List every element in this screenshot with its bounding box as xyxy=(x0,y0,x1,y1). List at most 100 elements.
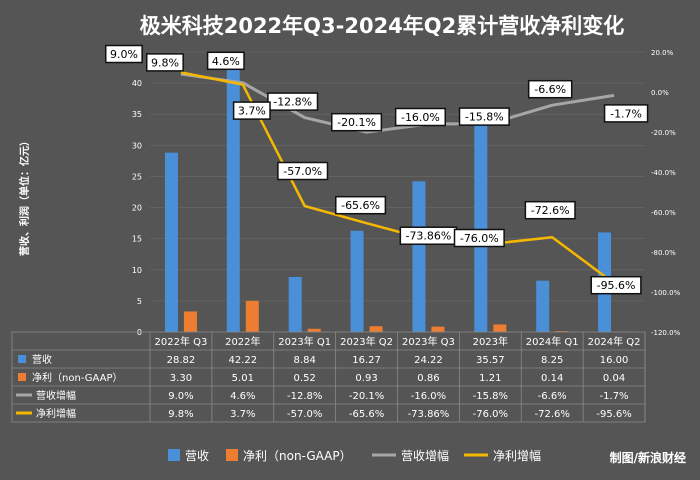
y-axis-label: 营收、利润（单位：亿元） xyxy=(18,136,31,256)
category-label: 2023年 xyxy=(473,335,508,348)
left-tick-label: 15 xyxy=(132,235,142,244)
net-profit-bar xyxy=(183,311,197,332)
revenue-bar xyxy=(164,152,178,332)
net-profit-bar xyxy=(555,331,569,332)
legend-label: 营收 xyxy=(185,449,209,463)
right-tick-label: -60.0% xyxy=(651,209,676,217)
bar-series xyxy=(164,69,631,332)
net-profit-growth-label: -57.0% xyxy=(283,165,322,178)
revenue-bar xyxy=(288,276,302,332)
chart-title: 极米科技2022年Q3-2024年Q2累计营收净利变化 xyxy=(140,14,625,38)
left-tick-label: 0 xyxy=(137,328,142,337)
table-cell: 0.04 xyxy=(603,373,625,384)
table-cell: 16.27 xyxy=(352,355,381,366)
left-tick-label: 35 xyxy=(132,110,142,119)
table-cell: 9.0% xyxy=(168,391,193,402)
table-cell: -95.6% xyxy=(596,409,631,420)
net-profit-growth-label-box xyxy=(277,161,329,181)
table-row-label: 营收增幅 xyxy=(36,389,76,402)
net-profit-bar xyxy=(307,328,321,332)
table-cell: -16.0% xyxy=(411,391,446,402)
table-cell: -65.6% xyxy=(349,409,384,420)
category-label: 2023年 Q3 xyxy=(402,335,455,348)
table-cell: 0.14 xyxy=(541,373,563,384)
category-label: 2023年 Q2 xyxy=(340,335,393,348)
right-tick-label: 20.0% xyxy=(651,49,674,57)
credit-text: 制图/新浪财经 xyxy=(610,450,686,465)
table-cell: -20.1% xyxy=(349,391,384,402)
left-tick-label: 20 xyxy=(132,204,142,213)
table-cell: 42.22 xyxy=(228,355,257,366)
table-cell: 4.6% xyxy=(230,391,255,402)
revenue-growth-label: -15.8% xyxy=(465,111,504,124)
revenue-bar xyxy=(226,69,240,332)
revenue-growth-label-box xyxy=(331,112,383,132)
table-cell: -15.8% xyxy=(473,391,508,402)
net-profit-growth-label-box xyxy=(524,200,576,220)
table-row-label: 净利（non-GAAP） xyxy=(32,371,123,384)
table-cell: -1.7% xyxy=(600,391,629,402)
table-row-label: 营收 xyxy=(32,353,52,366)
net-profit-growth-label: -76.0% xyxy=(460,232,499,245)
revenue-growth-label: -12.8% xyxy=(273,96,312,109)
right-tick-label: 0.0% xyxy=(651,89,669,97)
table-cell: 9.8% xyxy=(168,409,193,420)
table-row-swatch xyxy=(18,355,26,363)
revenue-growth-label: 4.6% xyxy=(212,55,240,68)
net-profit-growth-label: 9.8% xyxy=(151,56,179,69)
net-profit-bar xyxy=(245,300,259,332)
net-profit-bar xyxy=(369,326,383,332)
table-cell: 0.52 xyxy=(294,373,316,384)
table-row-swatch xyxy=(18,373,26,381)
legend: 营收 净利（non-GAAP） 营收增幅 净利增幅 xyxy=(168,448,541,463)
revenue-growth-label-box xyxy=(458,107,510,126)
revenue-growth-label: -16.0% xyxy=(401,111,440,124)
revenue-growth-label-box xyxy=(394,107,446,127)
revenue-bar xyxy=(412,181,426,332)
category-label: 2022年 Q3 xyxy=(155,335,208,348)
revenue-growth-label-box xyxy=(206,51,245,71)
net-profit-growth-label-box xyxy=(145,53,184,72)
table-cell: 24.22 xyxy=(414,355,443,366)
category-label: 2023年 Q1 xyxy=(278,335,331,348)
revenue-growth-label: -20.1% xyxy=(337,116,376,129)
left-tick-label: 10 xyxy=(132,266,142,275)
net-profit-growth-label: -72.6% xyxy=(531,204,570,217)
legend-swatch xyxy=(168,449,180,461)
net-profit-growth-label: 3.7% xyxy=(238,105,266,118)
net-profit-growth-label-box xyxy=(232,101,271,120)
right-axis-ticks: 20.0% 0.0% -20.0% -40.0% -60.0% -80.0% -100.0%… xyxy=(651,49,681,337)
table-cell: 35.57 xyxy=(476,355,505,366)
table-cell: -73.86% xyxy=(408,409,450,420)
left-tick-label: 40 xyxy=(132,79,142,88)
legend-label: 净利增幅 xyxy=(493,448,541,463)
table-cell: 3.7% xyxy=(230,409,255,420)
revenue-bar xyxy=(474,110,488,332)
left-axis-ticks: 051015202530354045 xyxy=(132,48,142,337)
net-profit-bar xyxy=(493,324,507,332)
revenue-growth-line xyxy=(180,72,615,134)
table-cell: -6.6% xyxy=(538,391,567,402)
data-table: 2022年 Q3 2022年 2023年 Q1 2023年 Q2 2023年 Q3 202… xyxy=(11,331,646,423)
legend-label: 净利（non-GAAP） xyxy=(243,449,352,463)
net-profit-growth-label-box xyxy=(335,195,387,215)
revenue-growth-label: -1.7% xyxy=(610,107,642,120)
category-label: 2022年 xyxy=(225,335,260,348)
right-tick-label: -20.0% xyxy=(651,129,676,137)
net-profit-growth-label: -73.86% xyxy=(405,230,451,243)
left-tick-label: 30 xyxy=(132,141,142,150)
table-cell: -76.0% xyxy=(473,409,508,420)
category-label: 2024年 Q2 xyxy=(588,335,641,348)
revenue-growth-label: 9.0% xyxy=(110,48,138,61)
net-profit-growth-label-box xyxy=(453,228,505,248)
revenue-growth-label: -6.6% xyxy=(534,83,566,96)
category-label: 2024年 Q1 xyxy=(526,335,579,348)
revenue-growth-label-box xyxy=(527,79,573,99)
table-cell: 28.82 xyxy=(167,355,196,366)
right-tick-label: -40.0% xyxy=(651,169,676,177)
revenue-bar xyxy=(350,230,364,332)
net-profit-growth-label-box xyxy=(590,275,642,295)
right-tick-label: -80.0% xyxy=(651,249,676,257)
net-profit-growth-label: -65.6% xyxy=(341,199,380,212)
revenue-bar xyxy=(536,280,550,332)
